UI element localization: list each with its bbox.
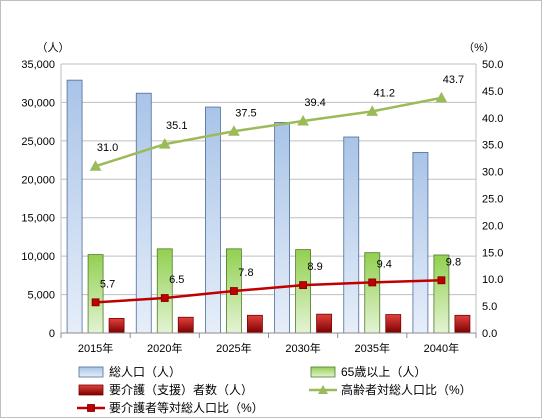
right-axis-tick: 35.0 <box>482 140 503 152</box>
x-axis-tick-label: 2025年 <box>216 341 251 355</box>
bar-care-recipients <box>316 313 332 334</box>
legend-care-recipients: 要介護（支援）者数（人） <box>78 382 253 397</box>
legend-marker <box>318 385 328 394</box>
left-axis-tick: 35,000 <box>21 59 55 71</box>
label-elderly-ratio: 41.2 <box>374 87 395 99</box>
bar-care-recipients <box>454 314 471 334</box>
left-axis-tick: 30,000 <box>21 97 55 109</box>
legend-65-and-over: 65歳以上（人） <box>310 365 426 379</box>
label-care-ratio: 6.5 <box>169 274 184 286</box>
x-axis-tick-label: 2035年 <box>355 341 390 355</box>
right-axis-unit: （%） <box>463 41 495 54</box>
marker-care-ratio <box>91 298 100 307</box>
label-care-ratio: 5.7 <box>100 278 115 290</box>
legend-elderly-ratio: 高齢者対総人口比（%） <box>309 382 472 397</box>
right-axis-tick: 0.0 <box>482 328 497 340</box>
bar-total-population <box>274 122 290 334</box>
label-elderly-ratio: 37.5 <box>235 107 256 119</box>
right-axis-tick: 15.0 <box>482 247 503 259</box>
right-axis-tick: 10.0 <box>482 274 503 286</box>
left-axis-tick: 15,000 <box>21 213 55 225</box>
marker-care-ratio <box>299 281 307 290</box>
left-axis-tick: 10,000 <box>21 251 55 263</box>
x-axis-tick-label: 2015年 <box>78 341 113 355</box>
bar-total-population <box>66 79 83 334</box>
bar-total-population <box>205 106 221 334</box>
marker-elderly-ratio <box>158 138 171 149</box>
marker-elderly-ratio <box>297 114 309 126</box>
legend-swatch <box>78 366 104 378</box>
line-elderly-ratio <box>95 96 442 168</box>
marker-elderly-ratio <box>89 160 102 171</box>
bar-total-population <box>412 151 429 334</box>
legend-label: 総人口（人） <box>109 365 181 379</box>
bar-65-and-over <box>87 254 104 334</box>
left-axis-tick: 0 <box>49 328 55 340</box>
label-care-ratio: 9.4 <box>377 258 392 270</box>
x-axis-tick-label: 2030年 <box>285 341 320 355</box>
label-elderly-ratio: 35.1 <box>166 120 187 132</box>
marker-care-ratio <box>230 287 238 295</box>
x-axis-tick-label: 2040年 <box>424 341 459 355</box>
legend-swatch <box>78 384 104 396</box>
label-elderly-ratio: 31.0 <box>97 142 118 154</box>
x-axis-tick-label: 2020年 <box>147 341 182 355</box>
bar-total-population <box>135 92 152 334</box>
legend-label: 要介護（支援）者数（人） <box>109 382 253 397</box>
left-axis-tick: 25,000 <box>21 136 55 148</box>
bar-care-recipients <box>385 314 402 334</box>
bar-care-recipients <box>108 317 125 334</box>
legend-care-ratio: 要介護者等対総人口比（%） <box>77 400 264 415</box>
label-care-ratio: 8.9 <box>307 261 322 273</box>
marker-care-ratio <box>160 294 169 302</box>
right-axis-tick: 5.0 <box>482 301 497 313</box>
bar-total-population <box>343 136 360 334</box>
legend-marker <box>87 404 95 412</box>
marker-care-ratio <box>368 278 377 287</box>
label-elderly-ratio: 39.4 <box>304 97 325 109</box>
right-axis-tick: 20.0 <box>482 220 503 232</box>
left-axis-tick: 5,000 <box>27 290 55 302</box>
bar-care-recipients <box>247 314 263 334</box>
left-axis-tick: 20,000 <box>21 174 55 186</box>
right-axis-tick: 25.0 <box>482 194 503 206</box>
label-care-ratio: 7.8 <box>238 267 253 279</box>
marker-elderly-ratio <box>228 125 240 136</box>
left-axis-unit: （人） <box>37 41 70 54</box>
marker-care-ratio <box>437 276 446 285</box>
marker-elderly-ratio <box>366 105 379 116</box>
label-elderly-ratio: 43.7 <box>443 74 464 86</box>
right-axis-tick: 50.0 <box>482 59 503 71</box>
legend-label: 65歳以上（人） <box>341 365 426 379</box>
label-care-ratio: 9.8 <box>446 256 461 268</box>
line-care-ratio <box>95 279 442 304</box>
right-axis-tick: 45.0 <box>482 86 503 98</box>
legend-label: 高齢者対総人口比（%） <box>341 382 472 397</box>
legend-label: 要介護者等対総人口比（%） <box>109 400 264 415</box>
bar-care-recipients <box>177 316 194 334</box>
bar-65-and-over <box>156 248 173 334</box>
right-axis-tick: 40.0 <box>482 113 503 125</box>
legend-swatch <box>310 366 336 378</box>
marker-elderly-ratio <box>435 91 448 103</box>
right-axis-tick: 30.0 <box>482 167 503 179</box>
legend-total-population: 総人口（人） <box>78 365 181 379</box>
